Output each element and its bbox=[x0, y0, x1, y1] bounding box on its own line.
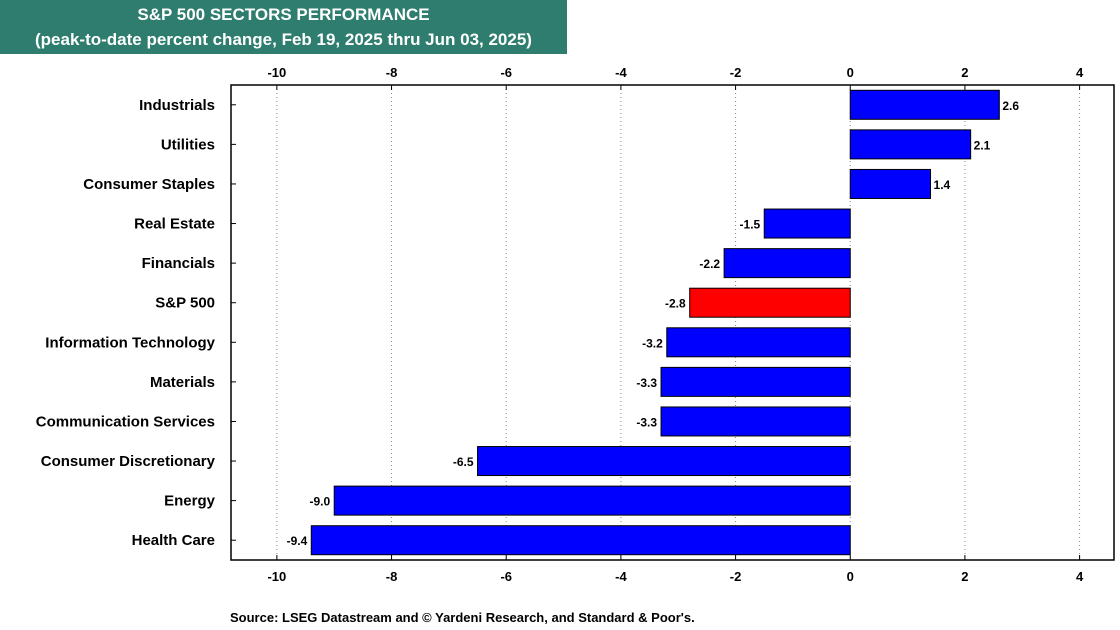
x-tick-label-bottom: -8 bbox=[386, 569, 398, 584]
bar-value-label: -1.5 bbox=[740, 218, 761, 232]
category-label: Health Care bbox=[132, 532, 215, 549]
chart-subtitle: (peak-to-date percent change, Feb 19, 20… bbox=[35, 30, 532, 49]
source-note: Source: LSEG Datastream and © Yardeni Re… bbox=[230, 610, 695, 625]
x-tick-label-bottom: -4 bbox=[615, 569, 627, 584]
bar bbox=[849, 129, 972, 160]
category-label: Consumer Discretionary bbox=[41, 453, 216, 470]
bar bbox=[849, 168, 932, 199]
bar-value-label: 2.1 bbox=[974, 138, 991, 152]
category-label: Energy bbox=[164, 493, 216, 510]
bar-value-label: -9.4 bbox=[287, 534, 308, 548]
category-label: S&P 500 bbox=[155, 295, 215, 312]
x-tick-label-top: 2 bbox=[961, 65, 968, 80]
bar bbox=[333, 485, 851, 516]
x-tick-label-bottom: 0 bbox=[847, 569, 854, 584]
x-tick-label-bottom: -6 bbox=[500, 569, 512, 584]
category-label: Industrials bbox=[139, 97, 215, 114]
chart-title-box: S&P 500 SECTORS PERFORMANCE (peak-to-dat… bbox=[0, 0, 567, 54]
bar bbox=[849, 89, 1000, 120]
x-tick-label-bottom: -2 bbox=[730, 569, 742, 584]
x-tick-label-top: -6 bbox=[500, 65, 512, 80]
bar-value-label: -2.2 bbox=[699, 257, 720, 271]
bar-value-label: -3.3 bbox=[636, 376, 657, 390]
category-label: Information Technology bbox=[45, 334, 215, 351]
category-label: Financials bbox=[142, 255, 215, 272]
category-label: Utilities bbox=[161, 136, 215, 153]
bar bbox=[689, 287, 851, 318]
x-tick-label-top: -4 bbox=[615, 65, 627, 80]
x-tick-label-top: -2 bbox=[730, 65, 742, 80]
category-label: Communication Services bbox=[36, 413, 215, 430]
x-tick-label-top: -8 bbox=[386, 65, 398, 80]
bar bbox=[763, 208, 851, 239]
category-label: Materials bbox=[150, 374, 215, 391]
category-label: Consumer Staples bbox=[83, 176, 215, 193]
bar bbox=[660, 366, 851, 397]
bar-value-label: -6.5 bbox=[453, 455, 474, 469]
bar-value-label: 1.4 bbox=[934, 178, 951, 192]
plot-frame bbox=[230, 84, 1115, 561]
category-label: Real Estate bbox=[134, 216, 215, 233]
bar bbox=[666, 327, 851, 358]
x-tick-label-bottom: 4 bbox=[1076, 569, 1084, 584]
x-tick-label-top: -10 bbox=[267, 65, 286, 80]
bar bbox=[310, 525, 851, 556]
x-tick-label-top: 0 bbox=[847, 65, 854, 80]
bar bbox=[477, 446, 851, 477]
bar bbox=[723, 248, 851, 279]
bar-value-label: -3.3 bbox=[636, 415, 657, 429]
bar-value-label: -2.8 bbox=[665, 297, 686, 311]
chart-title: S&P 500 SECTORS PERFORMANCE bbox=[137, 5, 430, 24]
bar-value-label: -3.2 bbox=[642, 336, 663, 350]
x-tick-label-bottom: -10 bbox=[267, 569, 286, 584]
bar bbox=[660, 406, 851, 437]
bar-value-label: 2.6 bbox=[1002, 99, 1019, 113]
x-tick-label-top: 4 bbox=[1076, 65, 1084, 80]
x-tick-label-bottom: 2 bbox=[961, 569, 968, 584]
bar-value-label: -9.0 bbox=[310, 495, 331, 509]
